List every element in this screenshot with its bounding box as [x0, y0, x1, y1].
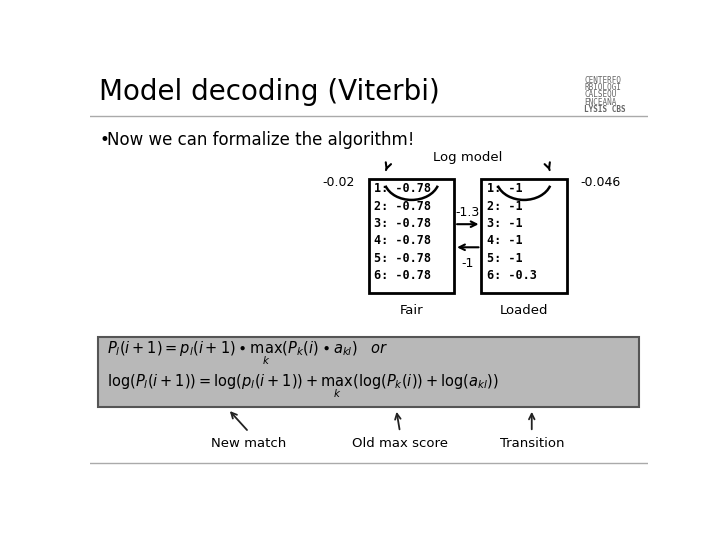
Text: -0.02: -0.02 [323, 176, 355, 189]
Text: 4: -0.78: 4: -0.78 [374, 234, 431, 247]
Bar [482, 179, 567, 293]
Text: ENCEANA: ENCEANA [585, 98, 617, 106]
Text: Old max score: Old max score [352, 437, 448, 450]
Text: CALSEQU: CALSEQU [585, 90, 617, 99]
Text: 5: -0.78: 5: -0.78 [374, 252, 431, 265]
Text: RBIOLOGI: RBIOLOGI [585, 83, 621, 92]
Text: Log model: Log model [433, 151, 503, 164]
Text: 3: -0.78: 3: -0.78 [374, 217, 431, 230]
Bar [369, 179, 454, 293]
Text: Now we can formalize the algorithm!: Now we can formalize the algorithm! [107, 131, 415, 149]
Text: Loaded: Loaded [500, 303, 548, 316]
Text: 1: -0.78: 1: -0.78 [374, 183, 431, 195]
Text: 4: -1: 4: -1 [487, 234, 523, 247]
Text: $P_l(i+1) = p_l(i+1) \bullet \underset{k}{\max}(P_k(i) \bullet a_{kl})$   $or$: $P_l(i+1) = p_l(i+1) \bullet \underset{k… [107, 340, 389, 367]
Text: LYSIS CBS: LYSIS CBS [585, 105, 626, 114]
Text: Model decoding (Viterbi): Model decoding (Viterbi) [99, 78, 440, 106]
Text: 2: -1: 2: -1 [487, 200, 523, 213]
Text: -1.3: -1.3 [456, 206, 480, 219]
Text: $\log(P_l(i+1)) = \log(p_l(i+1)) + \underset{k}{\max}(\log(P_k(i)) + \log(a_{kl}: $\log(P_l(i+1)) = \log(p_l(i+1)) + \unde… [107, 373, 499, 400]
Text: 6: -0.78: 6: -0.78 [374, 269, 431, 282]
Text: -0.046: -0.046 [580, 176, 621, 189]
Bar [98, 336, 639, 408]
Text: Fair: Fair [400, 303, 423, 316]
Text: •: • [99, 131, 109, 149]
Text: Transition: Transition [500, 437, 564, 450]
Text: CENTERFO: CENTERFO [585, 76, 621, 85]
Text: 3: -1: 3: -1 [487, 217, 523, 230]
Text: 2: -0.78: 2: -0.78 [374, 200, 431, 213]
Text: New match: New match [211, 437, 287, 450]
Text: -1: -1 [462, 257, 474, 271]
Text: 6: -0.3: 6: -0.3 [487, 269, 536, 282]
Text: 5: -1: 5: -1 [487, 252, 523, 265]
Text: 1: -1: 1: -1 [487, 183, 523, 195]
